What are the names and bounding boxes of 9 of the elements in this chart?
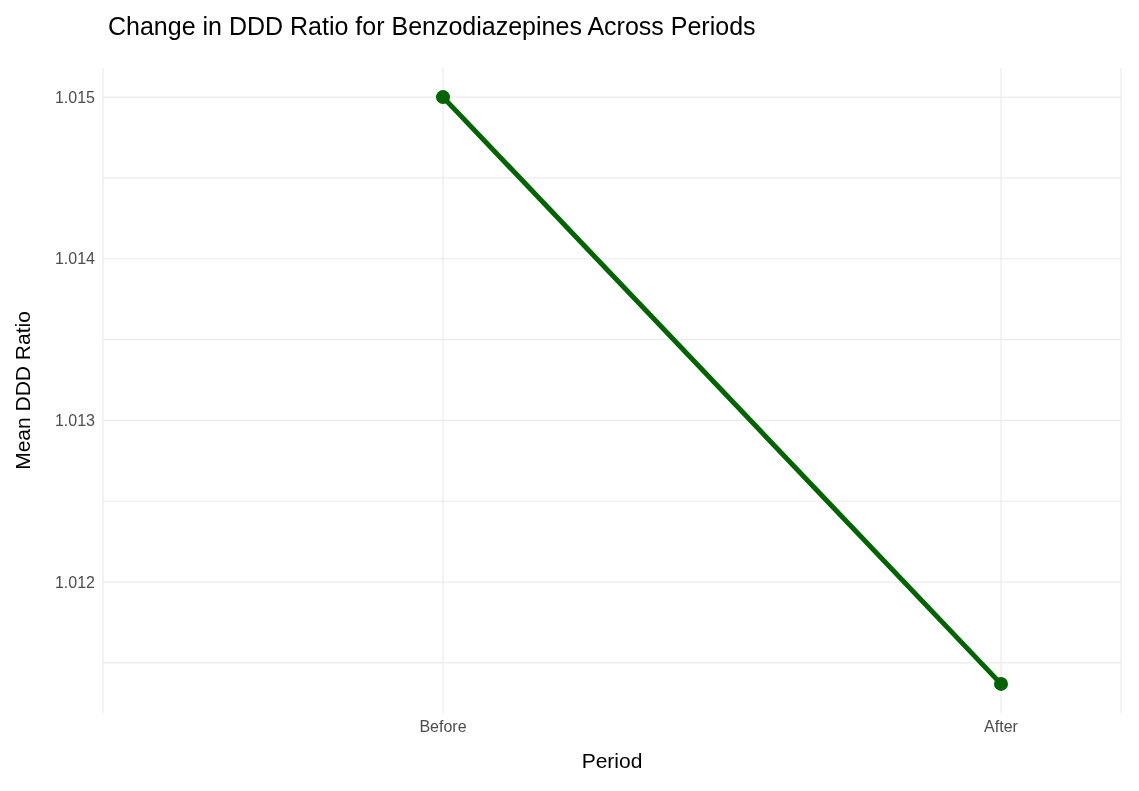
y-tick-label: 1.012 [54,573,96,591]
y-tick-label: 1.015 [54,88,96,106]
y-tick-label: 1.013 [54,412,96,430]
x-tick-label: After [984,718,1019,736]
y-axis-title: Mean DDD Ratio [11,311,35,470]
chart-title: Change in DDD Ratio for Benzodiazepines Across Periods [107,11,757,42]
y-tick-label: 1.014 [54,250,96,268]
x-axis-title: Period [581,749,643,772]
x-tick-label: Before [419,718,467,736]
